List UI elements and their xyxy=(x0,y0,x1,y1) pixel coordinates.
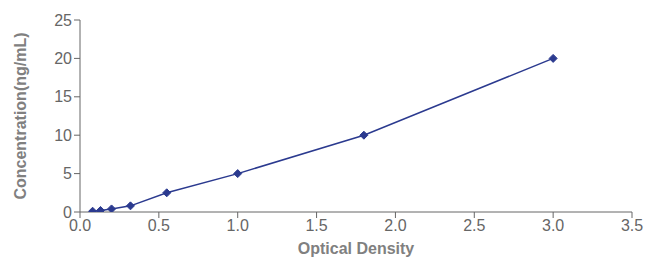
svg-text:15: 15 xyxy=(54,88,72,105)
svg-text:25: 25 xyxy=(54,12,72,29)
svg-text:3.5: 3.5 xyxy=(621,217,643,234)
svg-text:20: 20 xyxy=(54,50,72,67)
svg-text:3.0: 3.0 xyxy=(542,217,564,234)
svg-text:0.0: 0.0 xyxy=(69,217,91,234)
svg-text:0: 0 xyxy=(63,204,72,221)
svg-text:5: 5 xyxy=(63,165,72,182)
svg-text:0.5: 0.5 xyxy=(148,217,170,234)
svg-text:Optical Density: Optical Density xyxy=(298,240,415,257)
svg-text:10: 10 xyxy=(54,127,72,144)
svg-text:1.5: 1.5 xyxy=(305,217,327,234)
svg-text:2.0: 2.0 xyxy=(384,217,406,234)
svg-text:Concentration(ng/mL): Concentration(ng/mL) xyxy=(12,32,29,199)
svg-text:1.0: 1.0 xyxy=(227,217,249,234)
svg-text:2.5: 2.5 xyxy=(463,217,485,234)
